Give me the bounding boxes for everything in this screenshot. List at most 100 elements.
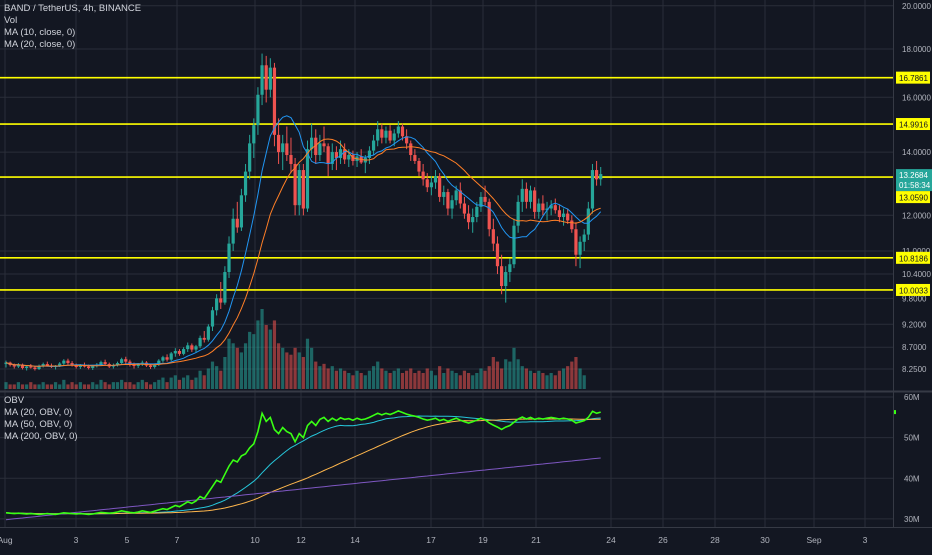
- candle-body: [561, 213, 566, 218]
- candle-body: [553, 205, 557, 211]
- volume-bar: [462, 370, 467, 389]
- volume-bar: [165, 382, 169, 389]
- volume-bar: [248, 331, 252, 389]
- level-tag-label: 10.8186: [899, 254, 928, 263]
- volume-bar: [516, 359, 520, 389]
- time-tick-label: 19: [478, 535, 488, 545]
- volume-bar: [173, 375, 177, 389]
- candle-body: [392, 133, 396, 141]
- symbol-title[interactable]: BAND / TetherUS, 4h, BINANCE: [4, 3, 142, 14]
- volume-bar: [140, 379, 144, 389]
- price-tick-label: 14.0000: [902, 148, 931, 157]
- candle-body: [136, 364, 140, 367]
- price-tick-label: 16.0000: [902, 93, 931, 102]
- volume-bar: [198, 370, 202, 389]
- volume-bar: [186, 375, 190, 389]
- price-grid: [0, 5, 893, 370]
- volume-bar: [528, 370, 533, 389]
- candle-body: [29, 366, 33, 368]
- candle-body: [177, 351, 182, 354]
- volume-bar: [169, 377, 173, 389]
- time-tick-label: 10: [250, 535, 260, 545]
- candle-body: [508, 264, 512, 273]
- candle-body: [223, 272, 227, 303]
- candle-body: [37, 366, 41, 369]
- candle-body: [293, 163, 297, 206]
- obv-line: [5, 410, 601, 516]
- volume-bar: [111, 382, 115, 389]
- legend-vol[interactable]: Vol: [4, 15, 18, 26]
- volume-bar: [557, 370, 562, 389]
- volume-bar: [359, 373, 363, 389]
- candle-body: [557, 210, 562, 218]
- candle-body: [549, 205, 553, 209]
- price-tick-label: 9.2000: [902, 320, 927, 329]
- candle-body: [285, 143, 289, 156]
- volume-bar: [115, 382, 120, 389]
- candle-body: [169, 353, 173, 360]
- candle-body: [504, 272, 508, 287]
- legend-ma10[interactable]: MA (10, close, 0): [4, 27, 76, 38]
- candle-body: [210, 310, 215, 327]
- candle-body: [235, 218, 239, 228]
- volume-bar: [400, 373, 405, 389]
- volume-bar: [338, 368, 343, 389]
- volume-bar: [53, 382, 58, 389]
- legend-obv-ma200[interactable]: MA (200, OBV, 0): [4, 431, 78, 442]
- candle-body: [516, 201, 520, 226]
- volume-bar: [301, 357, 305, 389]
- volume-bar: [4, 382, 8, 389]
- price-pane-legend: BAND / TetherUS, 4h, BINANCE Vol MA (10,…: [4, 3, 141, 51]
- volume-bar: [355, 370, 359, 389]
- candle-body: [495, 243, 500, 267]
- countdown-label: 01:58:34: [899, 181, 931, 190]
- volume-bar: [58, 384, 62, 389]
- volume-bar: [223, 357, 227, 389]
- candle-body: [338, 149, 343, 158]
- volume-bar: [243, 343, 248, 389]
- candle-body: [66, 360, 70, 364]
- volume-bar: [91, 382, 95, 389]
- legend-obv-ma20[interactable]: MA (20, OBV, 0): [4, 407, 73, 418]
- candle-body: [227, 243, 231, 273]
- legend-obv-ma50[interactable]: MA (50, OBV, 0): [4, 419, 73, 430]
- candle-body: [310, 137, 314, 150]
- volume-bar: [533, 373, 537, 389]
- volume-bar: [153, 382, 157, 389]
- volume-bar: [454, 373, 458, 389]
- candle-body: [124, 359, 128, 362]
- volume-bar: [20, 384, 25, 389]
- candle-body: [206, 326, 210, 340]
- candle-body: [87, 366, 91, 369]
- candle-body: [533, 190, 537, 212]
- volume-bar: [343, 370, 347, 389]
- candle-body: [78, 365, 82, 368]
- legend-obv[interactable]: OBV: [4, 395, 25, 406]
- candle-body: [202, 337, 206, 340]
- candle-body: [264, 65, 268, 90]
- volume-bar: [388, 373, 392, 389]
- candle-body: [148, 365, 153, 368]
- volume-bar: [541, 373, 545, 389]
- candle-body: [425, 179, 429, 188]
- candle-body: [297, 170, 301, 206]
- vertical-grid: [0, 0, 893, 527]
- volume-bar: [520, 366, 524, 389]
- volume-bar: [239, 352, 244, 389]
- candle-body: [103, 362, 107, 365]
- candle-body: [458, 190, 462, 204]
- volume-bar: [62, 379, 66, 389]
- legend-ma20[interactable]: MA (20, close, 0): [4, 39, 76, 50]
- volume-bar: [297, 352, 301, 389]
- candle-body: [574, 229, 578, 255]
- candle-body: [16, 364, 20, 367]
- candle-body: [252, 125, 256, 144]
- volume-bar: [570, 361, 574, 389]
- obv-tick-label: 30M: [904, 515, 920, 524]
- volume-bar: [256, 320, 260, 389]
- candle-body: [314, 137, 318, 156]
- obv-tick-label: 50M: [904, 434, 920, 443]
